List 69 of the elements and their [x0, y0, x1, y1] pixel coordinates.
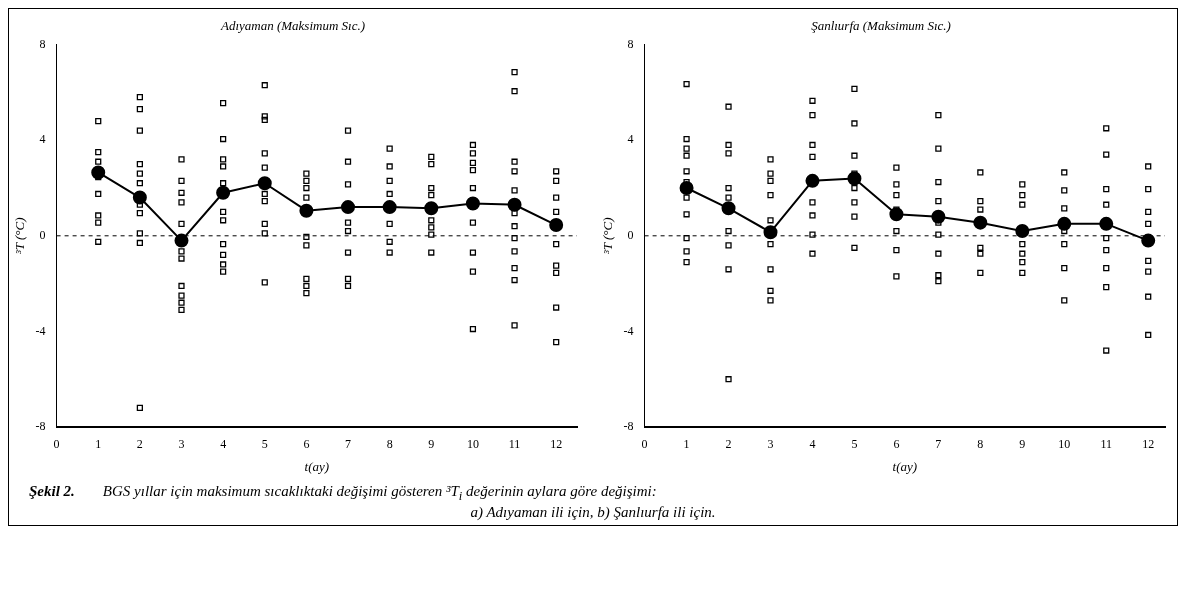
text: Şekil 2. [29, 483, 75, 499]
point [382, 200, 397, 215]
x-tick-label: 9 [428, 437, 435, 452]
chart-title: Adıyaman (Maksimum Sıc.) [219, 18, 366, 34]
x-tick-label: 1 [683, 437, 690, 452]
x-tick-label: 10 [466, 437, 479, 452]
y-tick-label: -8 [35, 419, 46, 434]
point [1057, 216, 1072, 231]
y-tick-label: 0 [627, 227, 634, 242]
x-tick-label: 7 [935, 437, 942, 452]
point [1099, 216, 1114, 231]
point [132, 190, 147, 205]
point [174, 233, 189, 248]
y-tick-label: 8 [39, 36, 46, 51]
text: BGS yıllar için maksimum sıcaklıktaki değişimi gösteren ³T$_{i}$ değerinin aylara göre değişimi: [102, 483, 657, 503]
y-axis-title: ³T (°C) [12, 217, 28, 255]
point [465, 196, 480, 211]
y-tick-label: 4 [627, 132, 634, 147]
y-tick-label: 4 [39, 132, 46, 147]
point [721, 201, 736, 216]
x-tick-label: 11 [508, 437, 521, 452]
x-tick-label: 4 [220, 437, 227, 452]
y-tick-label: -8 [623, 419, 634, 434]
x-tick-label: 7 [345, 437, 352, 452]
point [549, 218, 564, 233]
point [763, 225, 778, 240]
point [847, 171, 862, 186]
text: a) Adıyaman ili için, b) Şanlıurfa ili için. [469, 504, 717, 521]
x-tick-label: 2 [136, 437, 143, 452]
point [973, 215, 988, 230]
x-tick-label: 5 [261, 437, 268, 452]
point [341, 200, 356, 215]
point [931, 209, 946, 224]
x-tick-label: 3 [178, 437, 185, 452]
x-axis-title: t(ay) [304, 458, 330, 474]
point [1015, 224, 1030, 239]
point [299, 203, 314, 218]
point [1141, 233, 1156, 248]
y-tick-label: 0 [39, 227, 46, 242]
point [257, 176, 272, 191]
y-axis-title: ³T (°C) [600, 217, 616, 255]
x-tick-label: 8 [386, 437, 393, 452]
point [507, 197, 522, 212]
point [91, 165, 106, 180]
chart-title: Şanlıurfa (Maksimum Sıc.) [811, 18, 951, 34]
x-tick-label: 2 [725, 437, 732, 452]
x-tick-label: 10 [1058, 437, 1071, 452]
x-tick-label: 9 [1019, 437, 1026, 452]
x-axis-title: t(ay) [892, 458, 918, 474]
y-tick-label: -4 [623, 323, 634, 338]
x-tick-label: 3 [767, 437, 774, 452]
point [216, 185, 231, 200]
x-tick-label: 1 [95, 437, 102, 452]
point [679, 181, 694, 195]
y-tick-label: -4 [35, 323, 46, 338]
x-tick-label: 8 [977, 437, 984, 452]
x-tick-label: 0 [641, 437, 648, 452]
x-tick-label: 6 [303, 437, 310, 452]
x-tick-label: 0 [53, 437, 60, 452]
x-tick-label: 5 [851, 437, 858, 452]
point [424, 201, 439, 216]
x-tick-label: 11 [1100, 437, 1113, 452]
x-tick-label: 12 [1142, 437, 1155, 452]
y-tick-label: 8 [627, 36, 634, 51]
x-tick-label: 6 [893, 437, 900, 452]
x-tick-label: 4 [809, 437, 816, 452]
point [805, 173, 820, 188]
point [889, 207, 904, 222]
x-tick-label: 12 [550, 437, 563, 452]
